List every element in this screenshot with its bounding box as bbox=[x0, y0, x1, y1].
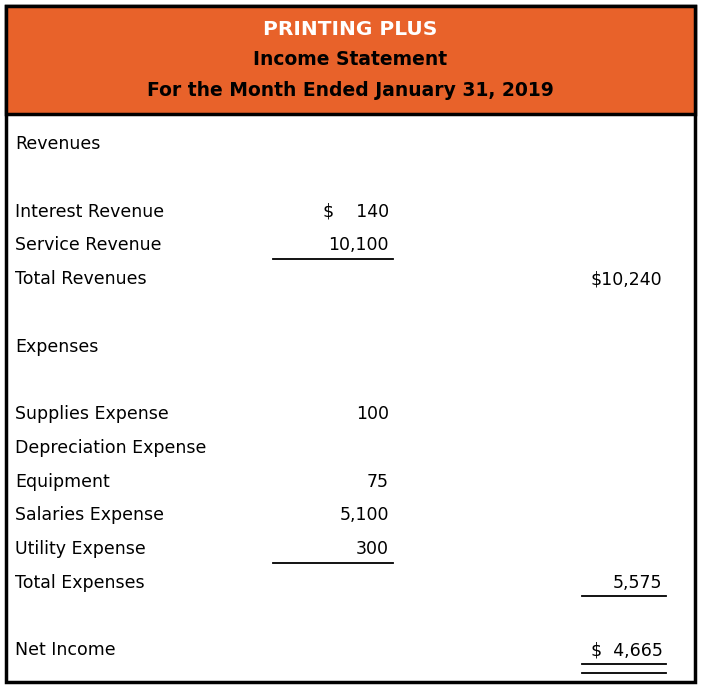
Text: Supplies Expense: Supplies Expense bbox=[15, 405, 169, 423]
Text: Utility Expense: Utility Expense bbox=[15, 540, 147, 558]
Text: Depreciation Expense: Depreciation Expense bbox=[15, 439, 207, 457]
Text: $10,240: $10,240 bbox=[591, 270, 662, 288]
Text: 75: 75 bbox=[367, 473, 389, 491]
Text: Interest Revenue: Interest Revenue bbox=[15, 203, 165, 221]
Text: $  4,665: $ 4,665 bbox=[590, 641, 662, 660]
Text: 300: 300 bbox=[356, 540, 389, 558]
Text: Service Revenue: Service Revenue bbox=[15, 237, 162, 255]
Text: 10,100: 10,100 bbox=[329, 237, 389, 255]
Text: Income Statement: Income Statement bbox=[254, 50, 447, 69]
Text: 5,575: 5,575 bbox=[613, 574, 662, 592]
Text: Total Revenues: Total Revenues bbox=[15, 270, 147, 288]
Text: PRINTING PLUS: PRINTING PLUS bbox=[264, 20, 437, 39]
Text: 5,100: 5,100 bbox=[339, 506, 389, 524]
Text: 100: 100 bbox=[356, 405, 389, 423]
Text: Salaries Expense: Salaries Expense bbox=[15, 506, 165, 524]
Text: Expenses: Expenses bbox=[15, 338, 99, 356]
Text: $    140: $ 140 bbox=[323, 203, 389, 221]
Bar bbox=[6, 6, 695, 114]
Text: Revenues: Revenues bbox=[15, 135, 101, 153]
Text: Net Income: Net Income bbox=[15, 641, 116, 660]
Text: Total Expenses: Total Expenses bbox=[15, 574, 145, 592]
Text: For the Month Ended January 31, 2019: For the Month Ended January 31, 2019 bbox=[147, 80, 554, 100]
Text: Equipment: Equipment bbox=[15, 473, 110, 491]
